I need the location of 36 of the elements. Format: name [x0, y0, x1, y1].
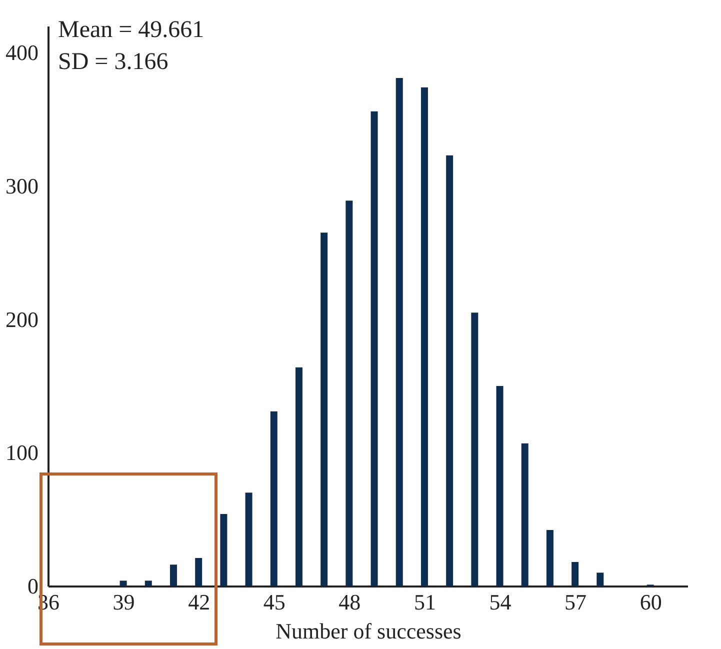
bar — [496, 386, 504, 586]
bar — [446, 155, 454, 586]
bar — [546, 530, 554, 586]
bar — [270, 411, 278, 586]
x-tick-label: 45 — [263, 590, 286, 614]
y-tick-label: 200 — [6, 306, 38, 332]
x-tick-label: 60 — [640, 590, 662, 614]
bar — [521, 443, 528, 586]
bar — [596, 572, 604, 586]
bar — [370, 111, 378, 586]
bar — [396, 78, 403, 586]
bar — [120, 580, 127, 586]
bar — [295, 367, 302, 586]
bar — [346, 200, 353, 586]
bar — [572, 562, 579, 586]
bar — [420, 87, 428, 586]
y-tick-label: 300 — [6, 174, 38, 198]
bar — [144, 580, 152, 586]
bar — [195, 558, 202, 586]
bar — [320, 232, 328, 586]
bar — [220, 514, 228, 586]
x-tick-label: 42 — [188, 590, 210, 614]
annotation: Mean = 49.661 — [58, 17, 204, 43]
y-tick-label: 0 — [28, 574, 38, 598]
x-tick-label: 54 — [489, 590, 512, 614]
x-tick-label: 39 — [112, 590, 135, 614]
y-tick-label: 100 — [6, 440, 38, 466]
annotation: SD = 3.166 — [58, 49, 168, 75]
bar — [471, 312, 478, 586]
x-tick-label: 57 — [564, 590, 587, 614]
x-tick-label: 51 — [414, 590, 436, 614]
x-axis-title: Number of successes — [276, 618, 462, 644]
bar — [245, 492, 252, 586]
y-tick-label: 400 — [6, 40, 38, 66]
x-tick-label: 48 — [338, 590, 361, 614]
bar — [170, 564, 177, 586]
